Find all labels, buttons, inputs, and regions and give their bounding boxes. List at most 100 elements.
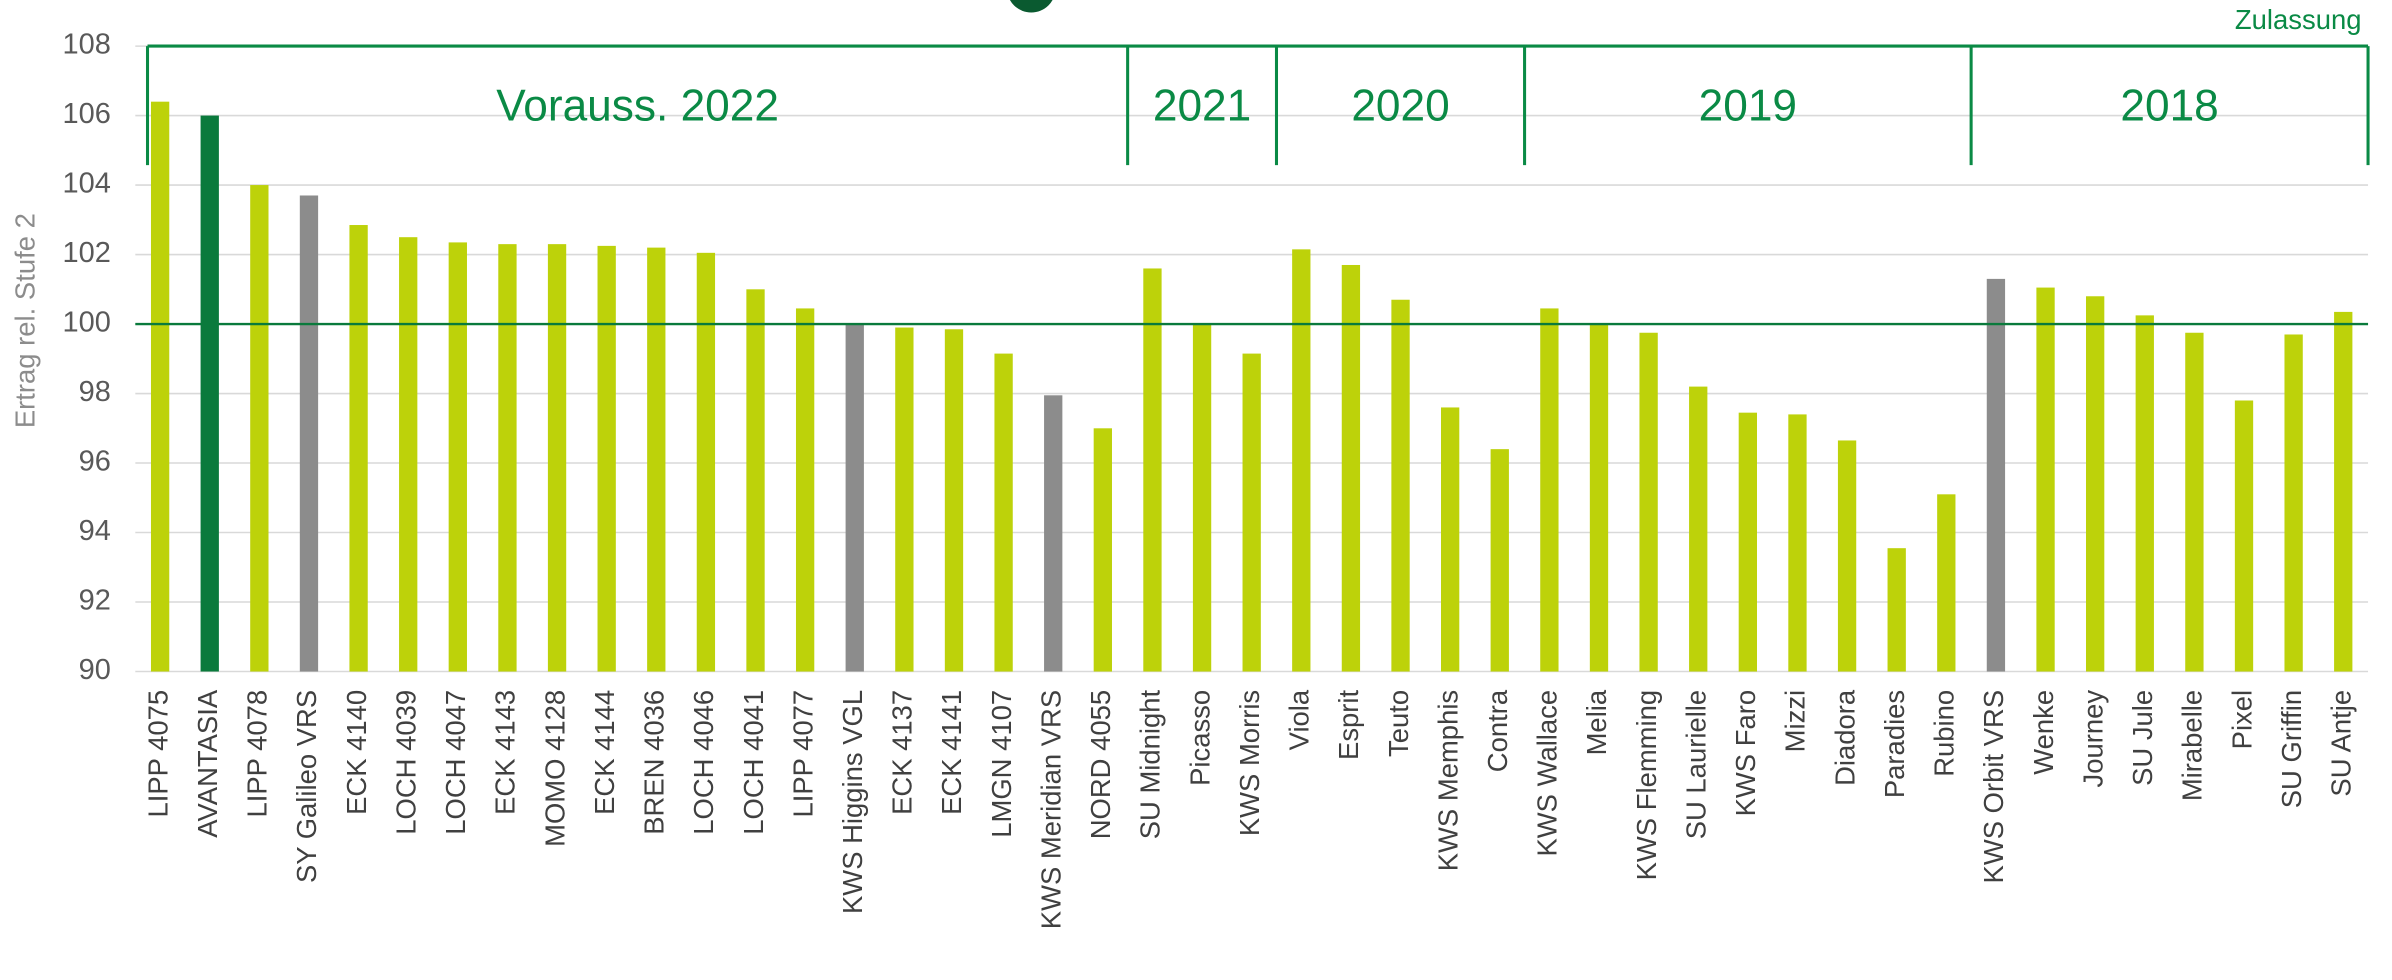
bar [2284,334,2303,672]
bar [1540,308,1559,672]
x-tick-label: KWS Wallace [1532,690,1563,857]
bar [994,353,1013,672]
bar [448,242,467,672]
x-tick-label: LOCH 4039 [390,690,421,835]
x-tick-label: LIPP 4078 [242,690,273,818]
x-tick-label: LOCH 4041 [738,690,769,835]
bar [250,185,269,672]
x-tick-label: LIPP 4077 [787,690,818,818]
x-tick-label: Pixel [2226,690,2257,749]
bar [2234,400,2254,672]
x-tick-label: LOCH 4047 [440,690,471,835]
x-tick-label: SU Midnight [1135,689,1166,839]
y-tick-label: 98 [79,376,111,408]
x-tick-label: Wenke [2028,690,2059,775]
x-tick-label: NORD 4055 [1085,690,1116,839]
bar [1887,548,1906,672]
x-tick-label: ECK 4144 [589,690,620,815]
y-tick-label: 104 [63,168,111,200]
x-tick-label: KWS Orbit VRS [1978,690,2009,884]
bar [895,327,914,672]
bar [1738,412,1757,672]
group-label: 2018 [2120,81,2218,130]
bar [1589,324,1609,672]
x-tick-label: LIPP 4075 [142,690,173,818]
x-tick-label: Diadora [1829,689,1860,786]
x-tick-label: Rubino [1929,690,1960,777]
x-tick-label: BREN 4036 [639,690,670,835]
bar [1490,449,1509,672]
bar [1689,386,1708,672]
x-tick-label: Teuto [1383,690,1414,757]
y-tick-label: 106 [63,98,111,130]
x-tick-label: Mirabelle [2177,690,2208,801]
x-tick-label: Mizzi [1780,690,1811,753]
group-label: 2021 [1153,81,1251,130]
bar [1093,428,1112,672]
bar [795,308,815,672]
x-tick-label: KWS Higgins VGL [837,690,868,914]
x-tick-label: Journey [2077,690,2108,788]
bar [2135,315,2154,672]
y-tick-label: 94 [79,515,111,547]
x-tick-label: SU Laurielle [1680,690,1711,839]
bar [1837,440,1857,672]
bar [2086,296,2105,672]
x-tick-label: KWS Faro [1730,690,1761,817]
x-tick-label: SU Antje [2325,690,2356,797]
x-tick-label: ECK 4137 [887,690,918,815]
x-tick-label: LMGN 4107 [986,690,1017,838]
bar [1192,324,1212,672]
bar [2036,287,2055,672]
bar [1788,414,1807,672]
bar [498,244,517,672]
x-tick-label: ECK 4141 [936,690,967,815]
bar [1292,249,1311,672]
bar [1143,268,1162,672]
bar [597,245,616,672]
y-tick-label: 100 [63,307,111,339]
group-label: 2019 [1699,81,1797,130]
bar [547,244,567,672]
group-label: Vorauss. 2022 [496,81,779,130]
bar [696,252,716,672]
y-tick-label: 90 [79,654,111,686]
bar [1242,353,1261,672]
bar [299,195,319,672]
group-label: 2020 [1351,81,1449,130]
bar [1391,299,1410,672]
x-tick-label: Esprit [1333,689,1364,760]
x-tick-label: KWS Meridian VRS [1035,690,1066,929]
x-tick-label: ECK 4143 [490,690,521,815]
bar [1639,332,1658,672]
bar [1440,407,1460,672]
x-tick-label: KWS Memphis [1432,690,1463,871]
x-tick-label: SY Galileo VRS [291,690,322,883]
x-tick-label: SU Jule [2127,690,2158,786]
bar [746,289,765,672]
bar [349,225,368,672]
bar [944,329,964,672]
bar [647,247,666,672]
bar [1341,264,1361,672]
y-tick-label: 108 [63,29,111,61]
decor [1009,0,1053,13]
x-tick-label: MOMO 4128 [539,690,570,847]
x-tick-label: Picasso [1184,690,1215,786]
x-tick-label: AVANTASIA [192,689,223,838]
bar [1986,278,2006,672]
bar [1937,494,1956,672]
x-tick-label: KWS Morris [1234,690,1265,836]
x-tick-label: Paradies [1879,690,1910,798]
bar [2185,332,2204,672]
x-tick-label: Melia [1581,689,1612,755]
x-tick-label: Viola [1284,689,1315,750]
x-tick-label: LOCH 4046 [688,690,719,835]
x-tick-label: SU Griffin [2276,690,2307,808]
bar [1044,395,1063,672]
x-tick-label: ECK 4140 [341,690,372,815]
y-tick-label: 96 [79,446,111,478]
x-tick-label: KWS Flemming [1631,690,1662,881]
y-tick-label: 102 [63,237,111,269]
